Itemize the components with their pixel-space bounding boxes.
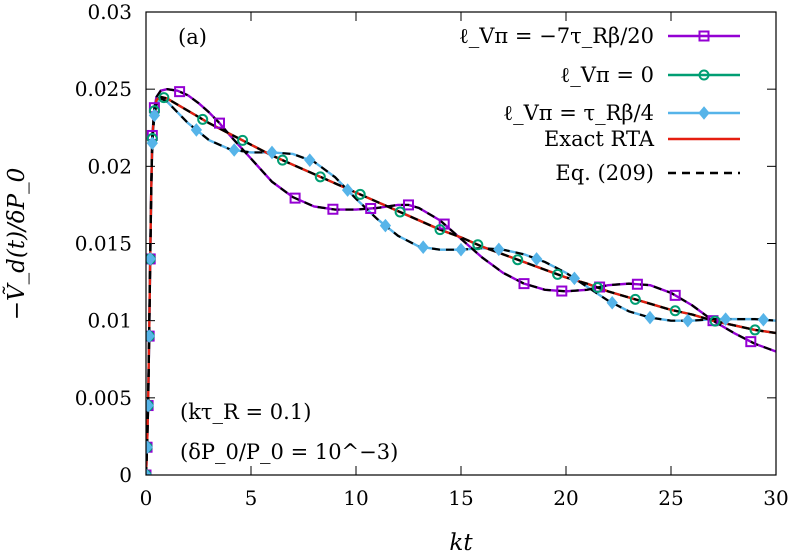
x-tick-label: 15	[448, 486, 473, 510]
x-axis-label: kt	[449, 530, 473, 555]
data-point	[365, 202, 377, 214]
data-point	[327, 203, 339, 215]
y-axis-label: −Ṽ_d(t)/δP_0	[2, 168, 30, 321]
y-tick-label: 0.005	[75, 386, 132, 410]
data-point	[158, 92, 170, 104]
x-tick-label: 5	[245, 486, 258, 510]
legend-entry: ℓ_Vπ = −7τ_Rβ/20	[459, 24, 740, 48]
legend-entry: Eq. (209)	[555, 161, 740, 185]
data-point	[455, 242, 467, 257]
data-point	[530, 252, 543, 266]
data-point	[629, 293, 641, 305]
data-point	[709, 315, 721, 327]
data-point	[304, 153, 316, 167]
legend-marker	[698, 30, 710, 42]
legend-label: Exact RTA	[544, 127, 655, 151]
legend-label: ℓ_Vπ = 0	[560, 63, 654, 87]
data-point	[552, 268, 564, 280]
data-point	[214, 117, 225, 129]
data-point	[341, 183, 354, 197]
data-point	[644, 310, 656, 325]
legend: ℓ_Vπ = −7τ_Rβ/20 ℓ_Vπ = 0 ℓ_Vπ = τ_Rβ/4Exa…	[459, 24, 740, 185]
x-tick-label: 30	[763, 486, 788, 510]
plot-area	[146, 86, 776, 475]
legend-marker	[698, 69, 710, 81]
x-tick-label: 10	[343, 486, 368, 510]
data-point	[518, 278, 530, 290]
panel-label: (a)	[178, 25, 207, 49]
data-point	[174, 86, 186, 98]
data-point	[719, 312, 732, 326]
y-tick-label: 0.02	[87, 154, 132, 178]
legend-entry: ℓ_Vπ = 0	[560, 63, 740, 87]
data-point	[237, 134, 249, 146]
y-tick-label: 0.025	[75, 77, 132, 101]
data-point	[354, 188, 366, 200]
legend-entry: ℓ_Vπ = τ_Rβ/4	[503, 101, 740, 125]
data-point	[472, 239, 484, 251]
data-point	[277, 154, 288, 166]
legend-label: Eq. (209)	[555, 161, 654, 185]
data-point	[228, 143, 240, 157]
data-point	[757, 312, 770, 327]
data-point	[417, 240, 429, 254]
data-point	[745, 336, 757, 348]
data-point	[146, 136, 158, 150]
data-point	[434, 224, 446, 236]
x-tick-label: 25	[658, 486, 683, 510]
data-point	[190, 123, 203, 137]
data-point	[556, 285, 568, 297]
x-tick-label: 0	[140, 486, 153, 510]
data-point	[631, 278, 643, 290]
data-point	[289, 192, 301, 204]
data-point	[403, 199, 414, 211]
legend-label: ℓ_Vπ = −7τ_Rβ/20	[459, 24, 654, 48]
y-tick-label: 0.01	[87, 309, 132, 333]
data-point	[146, 468, 152, 475]
x-tick-label: 20	[553, 486, 578, 510]
data-point	[606, 295, 618, 310]
eq-dashed-line	[146, 97, 776, 475]
x-tick-labels: 0 5 10 15 20 25 30	[140, 486, 789, 510]
annotation-dp-ratio: (δP_0/P_0 = 10^−3)	[180, 440, 398, 464]
data-point	[266, 145, 278, 160]
data-point	[592, 281, 603, 293]
data-point	[146, 440, 153, 455]
data-point	[512, 254, 524, 266]
data-point	[682, 313, 694, 328]
y-tick-labels: 0 0.005 0.01 0.015 0.02 0.025 0.03	[75, 0, 132, 487]
data-point	[669, 305, 681, 317]
data-point	[146, 398, 154, 413]
y-tick-label: 0.015	[75, 232, 132, 256]
y-tick-label: 0	[119, 463, 132, 487]
data-point	[394, 206, 406, 218]
data-point	[314, 171, 326, 183]
annotation-k-tau: (kτ_R = 0.1)	[180, 400, 311, 424]
y-tick-label: 0.03	[87, 0, 132, 24]
data-point	[197, 113, 209, 125]
data-point	[568, 271, 581, 286]
data-point	[146, 329, 155, 343]
data-point	[379, 218, 392, 233]
legend-marker	[698, 106, 710, 120]
data-point	[146, 252, 156, 266]
plot-frame	[145, 11, 777, 476]
legend-label: ℓ_Vπ = τ_Rβ/4	[503, 101, 654, 125]
legend-entry: Exact RTA	[544, 127, 740, 151]
markers-skyblue	[146, 108, 770, 475]
data-point	[148, 108, 161, 123]
data-point	[493, 242, 505, 257]
data-point	[749, 324, 761, 336]
data-point	[669, 289, 681, 301]
